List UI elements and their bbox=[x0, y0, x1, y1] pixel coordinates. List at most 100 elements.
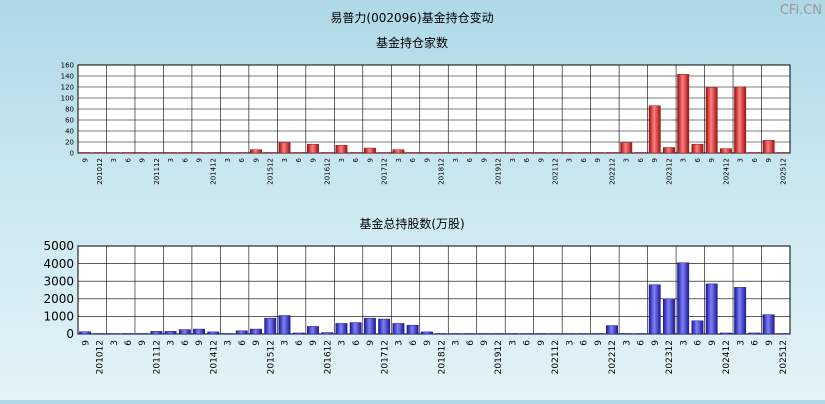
bar bbox=[606, 325, 618, 335]
x-tick-label: 9 bbox=[480, 158, 488, 162]
bar bbox=[776, 333, 789, 335]
x-tick-label: 3 bbox=[736, 340, 746, 346]
x-tick-label: 6 bbox=[295, 340, 305, 346]
bar bbox=[748, 332, 761, 335]
bar bbox=[463, 152, 476, 154]
bar bbox=[363, 147, 376, 154]
x-tick-label: 3 bbox=[110, 340, 120, 346]
bar bbox=[235, 152, 248, 154]
bar bbox=[406, 152, 419, 154]
bar bbox=[648, 105, 661, 154]
bar bbox=[321, 332, 334, 335]
x-tick-label: 3 bbox=[338, 340, 348, 346]
bar bbox=[107, 333, 120, 335]
x-tick-label: 201112 bbox=[153, 158, 161, 185]
x-tick-label: 3 bbox=[281, 340, 291, 346]
x-tick-label: 201612 bbox=[323, 340, 333, 374]
bar bbox=[136, 333, 149, 335]
bar bbox=[264, 317, 277, 335]
x-tick-label: 201012 bbox=[96, 340, 106, 374]
x-tick-label: 201512 bbox=[267, 158, 275, 185]
x-tick-label: 9 bbox=[366, 340, 376, 346]
x-tick-label: 6 bbox=[466, 340, 476, 346]
bar bbox=[292, 332, 305, 335]
x-tick-label: 202212 bbox=[608, 158, 616, 185]
x-tick-label: 202512 bbox=[779, 340, 789, 374]
bar bbox=[420, 152, 433, 154]
bar bbox=[449, 333, 462, 335]
x-tick-label: 6 bbox=[523, 340, 533, 346]
bar bbox=[278, 142, 291, 154]
x-tick-label: 9 bbox=[139, 158, 147, 162]
x-tick-label: 6 bbox=[409, 157, 417, 162]
x-tick-label: 3 bbox=[167, 158, 175, 162]
x-tick-label: 201012 bbox=[96, 158, 104, 185]
bar bbox=[549, 152, 561, 154]
x-tick-label: 201412 bbox=[210, 158, 218, 185]
bar bbox=[591, 333, 604, 335]
y-tick-label: 5000 bbox=[43, 239, 74, 253]
bar bbox=[435, 333, 448, 335]
bar bbox=[719, 332, 732, 335]
x-tick-label: 3 bbox=[623, 158, 631, 162]
x-tick-label: 6 bbox=[637, 340, 647, 346]
bar bbox=[577, 333, 590, 335]
bar bbox=[79, 152, 92, 154]
x-tick-label: 9 bbox=[423, 340, 433, 346]
bar bbox=[335, 323, 348, 335]
x-tick-label: 9 bbox=[651, 158, 659, 162]
bar bbox=[776, 152, 789, 154]
x-tick-label: 202212 bbox=[608, 340, 618, 374]
bar bbox=[634, 152, 647, 154]
bar bbox=[435, 152, 448, 154]
bar bbox=[107, 152, 120, 154]
plot-border bbox=[77, 245, 791, 335]
bar bbox=[221, 152, 234, 154]
bar bbox=[307, 326, 319, 335]
bar bbox=[235, 330, 248, 335]
y-tick-label: 3000 bbox=[43, 274, 74, 288]
bar bbox=[264, 152, 277, 154]
x-tick-label: 6 bbox=[352, 340, 362, 346]
y-tick-label: 1000 bbox=[43, 310, 74, 324]
bar bbox=[762, 140, 775, 154]
x-tick-label: 3 bbox=[224, 340, 234, 346]
chart-title: 基金总持股数(万股) bbox=[359, 216, 464, 231]
bar bbox=[392, 149, 405, 154]
y-tick-label: 60 bbox=[65, 116, 74, 124]
y-tick-label: 20 bbox=[65, 138, 74, 146]
x-tick-label: 3 bbox=[452, 158, 460, 162]
bar bbox=[577, 152, 590, 154]
x-tick-label: 201712 bbox=[380, 340, 390, 374]
bar bbox=[363, 317, 376, 335]
x-tick-label: 3 bbox=[281, 158, 289, 162]
x-tick-label: 201112 bbox=[152, 340, 162, 374]
x-tick-label: 6 bbox=[580, 340, 590, 346]
bar bbox=[292, 152, 305, 154]
x-tick-label: 9 bbox=[423, 158, 431, 162]
x-tick-label: 202512 bbox=[779, 158, 787, 185]
x-tick-label: 6 bbox=[466, 157, 474, 162]
bar bbox=[378, 318, 391, 335]
x-tick-label: 3 bbox=[680, 158, 688, 162]
bar bbox=[93, 152, 106, 154]
x-tick-label: 201512 bbox=[266, 340, 276, 374]
x-tick-label: 202112 bbox=[551, 340, 561, 374]
bar bbox=[349, 322, 362, 335]
x-tick-label: 9 bbox=[594, 158, 602, 162]
x-tick-label: 9 bbox=[708, 158, 716, 162]
x-tick-label: 6 bbox=[694, 340, 704, 346]
watermark: CFi.CN bbox=[780, 3, 822, 18]
x-tick-label: 202312 bbox=[665, 340, 675, 374]
bar bbox=[321, 152, 334, 154]
x-tick-label: 3 bbox=[395, 158, 403, 162]
bar bbox=[150, 152, 163, 154]
chart-title: 基金持仓家数 bbox=[376, 35, 448, 50]
bar bbox=[705, 283, 718, 335]
x-tick-label: 9 bbox=[252, 158, 260, 162]
bar bbox=[762, 314, 775, 335]
y-tick-label: 2000 bbox=[43, 292, 74, 306]
bar bbox=[150, 331, 163, 335]
x-tick-label: 3 bbox=[224, 158, 232, 162]
